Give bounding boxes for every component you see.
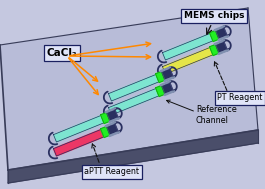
- Polygon shape: [169, 91, 175, 93]
- Polygon shape: [107, 109, 118, 121]
- Polygon shape: [111, 108, 116, 111]
- Polygon shape: [54, 129, 104, 156]
- Polygon shape: [156, 71, 165, 83]
- Polygon shape: [114, 117, 120, 120]
- Polygon shape: [162, 82, 173, 94]
- Polygon shape: [54, 115, 104, 142]
- Polygon shape: [223, 50, 228, 52]
- Polygon shape: [156, 85, 165, 97]
- Polygon shape: [160, 83, 165, 86]
- Polygon shape: [169, 76, 175, 79]
- Polygon shape: [105, 124, 110, 127]
- Polygon shape: [0, 8, 258, 170]
- Polygon shape: [166, 67, 171, 70]
- Polygon shape: [210, 44, 219, 56]
- Polygon shape: [111, 122, 116, 125]
- Text: Reference
Channel: Reference Channel: [196, 105, 237, 125]
- Text: MEMS chips: MEMS chips: [184, 12, 244, 20]
- Polygon shape: [214, 42, 219, 45]
- Polygon shape: [8, 130, 258, 183]
- Text: PT Reagent: PT Reagent: [217, 94, 263, 102]
- Polygon shape: [162, 33, 213, 60]
- Polygon shape: [162, 47, 213, 74]
- Polygon shape: [216, 41, 227, 53]
- Polygon shape: [210, 30, 219, 42]
- Text: aPTT Reagent: aPTT Reagent: [85, 167, 139, 177]
- Polygon shape: [109, 120, 114, 122]
- Polygon shape: [218, 38, 223, 40]
- Polygon shape: [114, 131, 120, 134]
- Polygon shape: [216, 27, 227, 39]
- Polygon shape: [160, 69, 165, 72]
- Polygon shape: [223, 36, 228, 38]
- Polygon shape: [214, 28, 219, 31]
- Polygon shape: [109, 134, 114, 136]
- Polygon shape: [164, 93, 169, 95]
- Polygon shape: [105, 110, 110, 113]
- Polygon shape: [162, 68, 173, 80]
- Polygon shape: [107, 123, 118, 135]
- Text: CaCl₂: CaCl₂: [47, 48, 77, 58]
- Polygon shape: [218, 52, 223, 54]
- Polygon shape: [101, 126, 110, 138]
- Polygon shape: [164, 79, 169, 81]
- Polygon shape: [219, 26, 225, 29]
- Polygon shape: [166, 81, 171, 84]
- Polygon shape: [219, 40, 225, 43]
- Polygon shape: [101, 112, 110, 124]
- Polygon shape: [108, 88, 159, 115]
- Polygon shape: [108, 74, 159, 101]
